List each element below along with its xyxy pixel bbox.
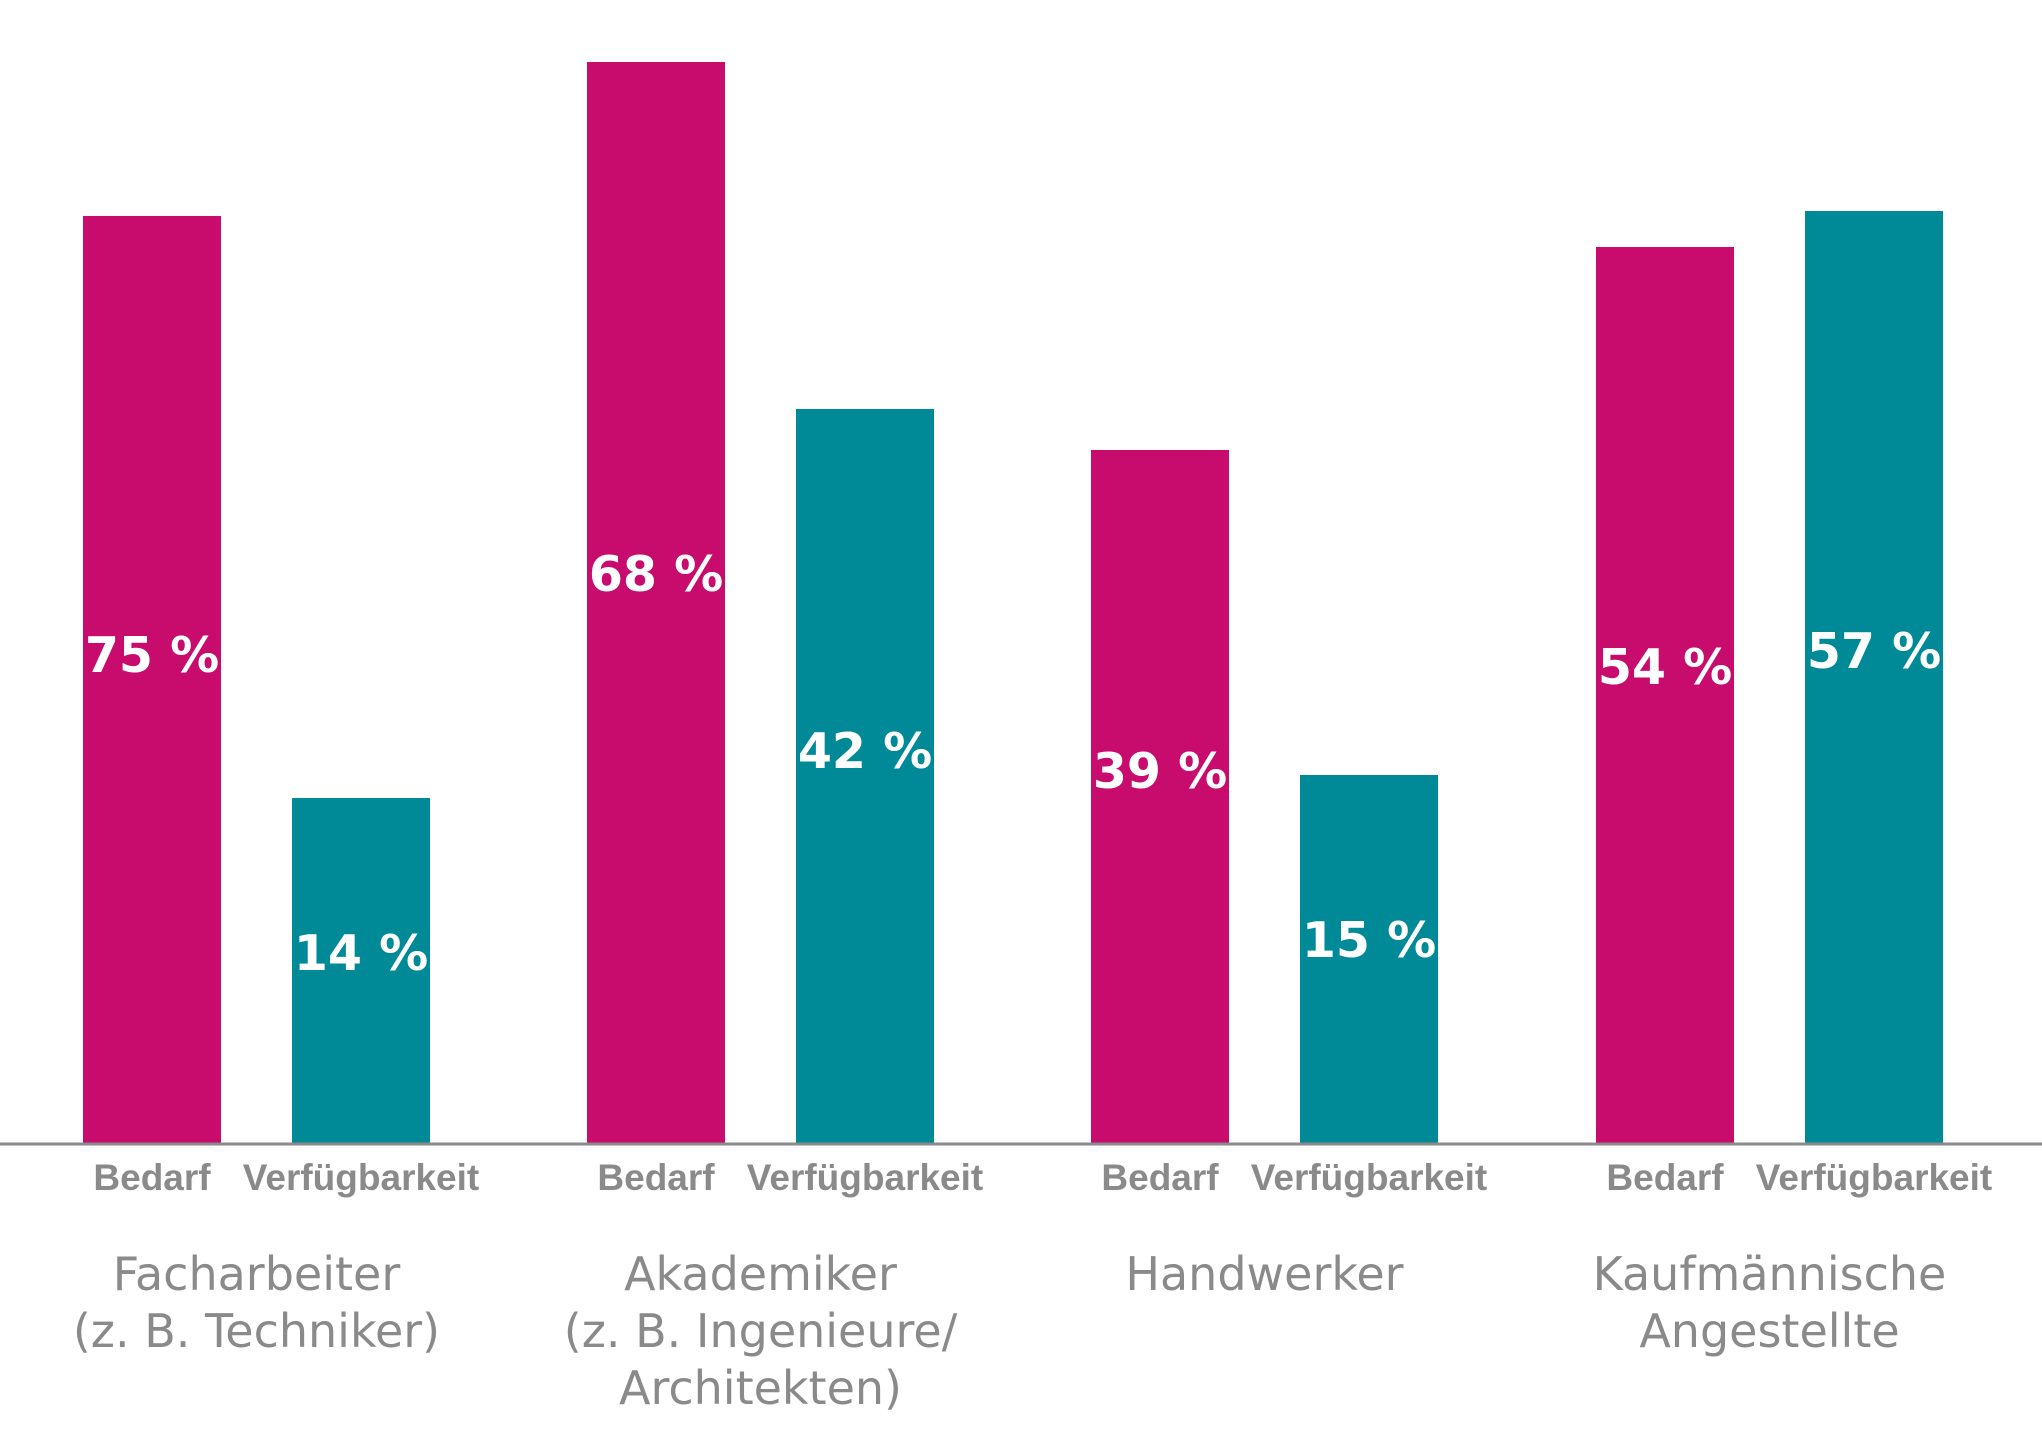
bar-value-label-0-2: 39 %: [1093, 743, 1227, 800]
bar-value-label-1-3: 57 %: [1807, 623, 1941, 680]
bar-value-label-1-1: 42 %: [798, 723, 932, 780]
bar-value-label-0-0: 75 %: [85, 627, 219, 684]
category-label-1-0: Akademiker: [624, 1247, 897, 1301]
series-label-0-2: Bedarf: [1101, 1157, 1219, 1198]
bar-0-2: [1091, 450, 1229, 1144]
category-label-2-0: Handwerker: [1125, 1247, 1403, 1301]
bar-0-1: [587, 62, 725, 1144]
category-label-3-0: Kaufmännische: [1593, 1247, 1947, 1301]
bars-group: [83, 62, 1943, 1144]
series-label-1-0: Verfügbarkeit: [243, 1157, 479, 1198]
series-label-1-1: Verfügbarkeit: [747, 1157, 983, 1198]
bar-1-2: [1300, 775, 1438, 1144]
category-label-0-0: Facharbeiter: [113, 1247, 401, 1301]
category-label-1-1: (z. B. Ingenieure/: [564, 1304, 958, 1358]
bar-0-0: [83, 216, 221, 1144]
bar-1-0: [292, 798, 430, 1144]
bar-value-label-1-0: 14 %: [294, 925, 428, 982]
category-label-0-1: (z. B. Techniker): [73, 1304, 440, 1358]
series-label-1-2: Verfügbarkeit: [1251, 1157, 1487, 1198]
bar-value-label-0-3: 54 %: [1598, 639, 1732, 696]
bar-1-3: [1805, 211, 1943, 1144]
series-label-0-0: Bedarf: [93, 1157, 211, 1198]
bar-value-label-1-2: 15 %: [1302, 912, 1436, 969]
category-label-1-2: Architekten): [619, 1361, 902, 1415]
bar-value-label-0-1: 68 %: [589, 546, 723, 603]
series-label-0-1: Bedarf: [597, 1157, 715, 1198]
bar-1-1: [796, 409, 934, 1144]
series-label-0-3: Bedarf: [1606, 1157, 1724, 1198]
series-label-1-3: Verfügbarkeit: [1756, 1157, 1992, 1198]
category-label-3-1: Angestellte: [1639, 1304, 1899, 1358]
bar-0-3: [1596, 247, 1734, 1144]
